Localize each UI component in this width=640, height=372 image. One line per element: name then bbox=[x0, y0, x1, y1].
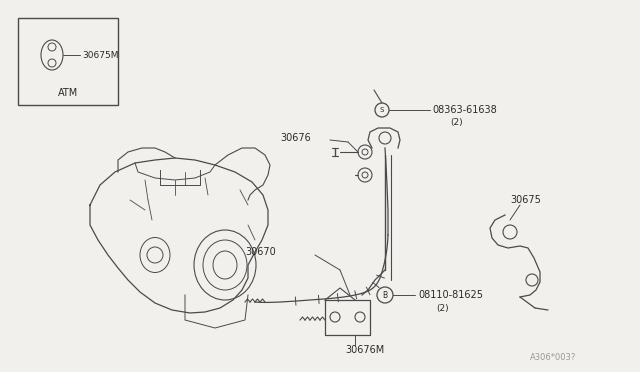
Text: (2): (2) bbox=[450, 118, 463, 126]
Text: 08363-61638: 08363-61638 bbox=[432, 105, 497, 115]
Text: 30675M: 30675M bbox=[82, 51, 118, 60]
Text: A306*003?: A306*003? bbox=[530, 353, 577, 362]
Text: 30670: 30670 bbox=[245, 247, 276, 257]
Text: (2): (2) bbox=[436, 304, 449, 312]
Text: 30676: 30676 bbox=[280, 133, 311, 143]
Text: B: B bbox=[383, 291, 388, 299]
Text: 30676M: 30676M bbox=[345, 345, 384, 355]
Text: S: S bbox=[380, 107, 384, 113]
Bar bbox=[18, 18, 118, 105]
Text: 08110-81625: 08110-81625 bbox=[418, 290, 483, 300]
Text: ATM: ATM bbox=[58, 88, 78, 98]
Text: 30675: 30675 bbox=[510, 195, 541, 205]
